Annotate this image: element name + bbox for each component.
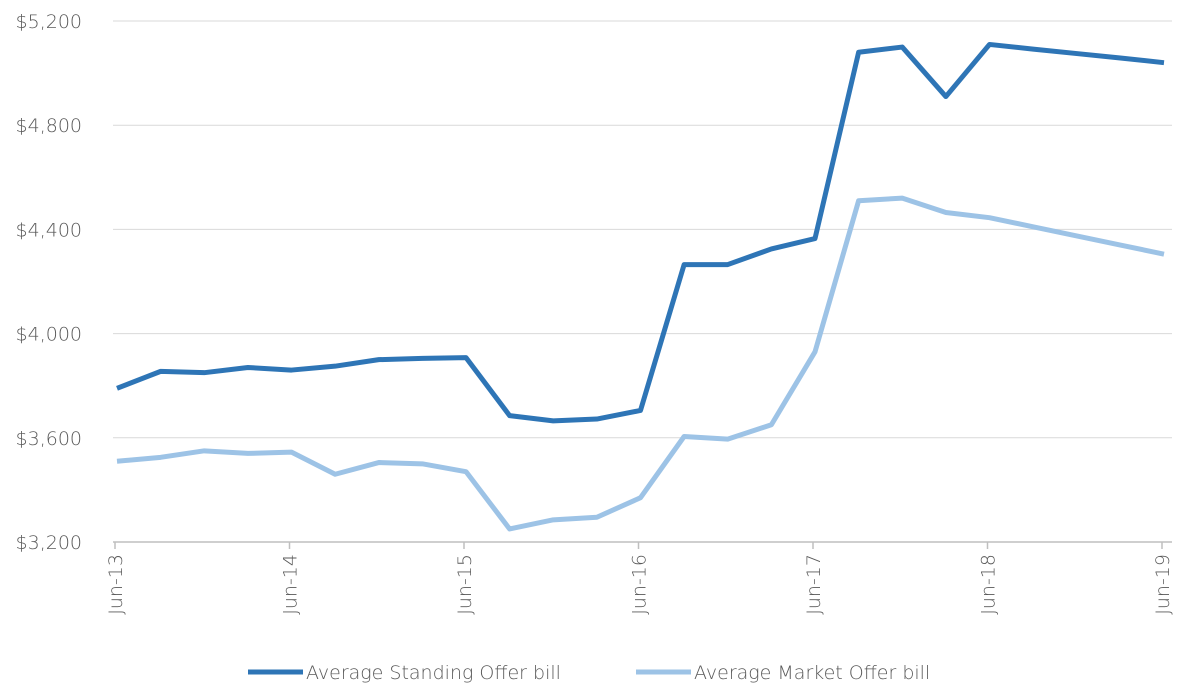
x-tick-label: Jun-13 [105,554,127,615]
series-line [116,41,1165,424]
y-tick-label: $3,200 [16,532,82,554]
x-tick-label: Jun-17 [803,554,825,615]
y-tick-label: $4,000 [16,324,82,346]
x-tick-label: Jun-16 [629,554,651,615]
series-line [116,195,1165,532]
legend-label: Average Standing Offer bill [306,662,561,684]
legend-label: Average Market Offer bill [694,662,930,684]
y-tick-label: $4,800 [16,115,82,137]
x-tick-label: Jun-18 [978,554,1000,615]
x-tick-label: Jun-19 [1152,554,1174,615]
y-tick-label: $3,600 [16,428,82,450]
y-tick-label: $5,200 [16,11,82,33]
x-tick-label: Jun-15 [454,554,476,615]
x-tick-label: Jun-14 [280,554,302,615]
y-tick-label: $4,400 [16,219,82,241]
